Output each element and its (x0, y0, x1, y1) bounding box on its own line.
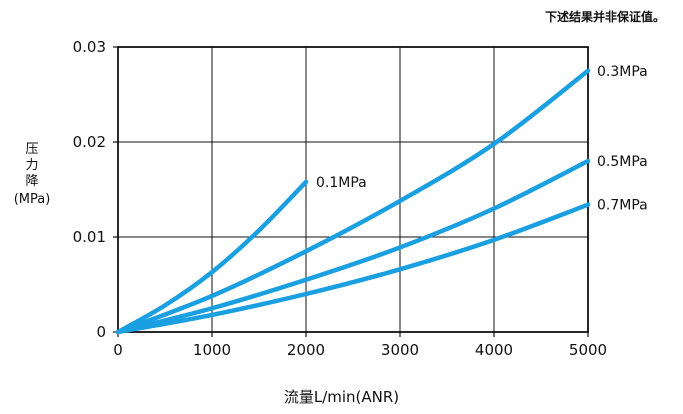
series-label: 0.3MPa (597, 64, 648, 80)
y-axis-label-char: 降 (25, 174, 39, 189)
series-label: 0.5MPa (597, 154, 648, 170)
series-label: 0.7MPa (597, 198, 648, 214)
y-tick-label: 0.03 (73, 38, 106, 56)
y-axis-unit: (MPa) (13, 192, 51, 207)
x-tick-label: 5000 (569, 341, 607, 359)
x-tick-label: 2000 (287, 341, 325, 359)
series-line-0.7MPa (115, 202, 591, 335)
x-tick-label: 3000 (381, 341, 419, 359)
disclaimer-note: 下述结果并非保证值。 (544, 10, 665, 24)
x-tick-label: 4000 (475, 341, 513, 359)
series-line-0.5MPa (115, 158, 591, 335)
x-tick-label: 0 (113, 341, 123, 359)
y-tick-label: 0.02 (73, 133, 106, 151)
y-axis-label: 压 力 降 (MPa) (4, 142, 60, 208)
y-axis-label-char: 压 (25, 142, 39, 157)
x-tick-label: 1000 (193, 341, 231, 359)
series-label: 0.1MPa (316, 175, 367, 191)
y-axis-label-char: 力 (25, 158, 39, 173)
y-tick-label: 0.01 (73, 228, 106, 246)
y-tick-label: 0 (96, 323, 106, 341)
x-axis-label: 流量L/min(ANR) (283, 388, 400, 406)
series-line-0.3MPa (115, 68, 591, 335)
series-line-0.1MPa (115, 179, 309, 335)
plot-frame (117, 46, 589, 333)
